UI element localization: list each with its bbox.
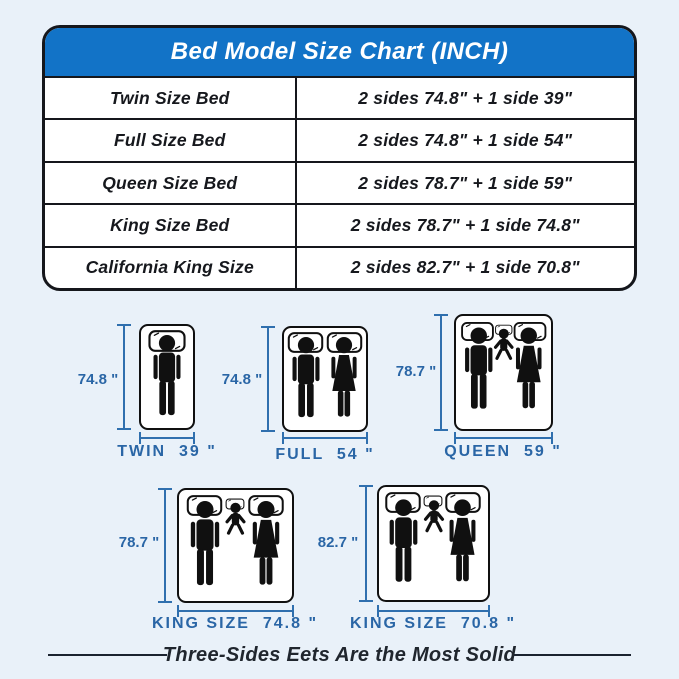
queen-width-dimension-line xyxy=(454,432,553,444)
full-width-dimension-line xyxy=(282,432,368,444)
twin-height-label: 74.8 " xyxy=(77,371,119,388)
queen-height-label: 78.7 " xyxy=(395,363,437,380)
king-width-label: KING SIZE 74.8 " xyxy=(151,615,319,632)
bed-diagram-full xyxy=(282,326,368,432)
footer-slogan: Three-Sides Eets Are the Most Solid xyxy=(162,644,517,666)
california-king-width-label: KING SIZE 70.8 " xyxy=(349,615,517,632)
footer-divider-right xyxy=(514,654,631,656)
queen-width-label: QUEEN 59 " xyxy=(444,443,562,460)
bed-diagram-king xyxy=(177,488,294,603)
spec-cell: 2 sides 78.7" + 1 side 59" xyxy=(358,172,573,193)
california-king-height-dimension-line xyxy=(359,485,373,602)
king-width-dimension-line xyxy=(177,605,294,617)
table-row-king: King Size Bed 2 sides 78.7" + 1 side 74.… xyxy=(45,203,634,246)
spec-cell: 2 sides 74.8" + 1 side 39" xyxy=(358,87,573,108)
size-chart-table: Bed Model Size Chart (INCH) Twin Size Be… xyxy=(42,25,637,291)
table-row-queen: Queen Size Bed 2 sides 78.7" + 1 side 59… xyxy=(45,160,634,204)
footer-divider-left xyxy=(48,654,167,656)
table-row-twin: Twin Size Bed 2 sides 74.8" + 1 side 39" xyxy=(45,78,634,119)
twin-width-dimension-line xyxy=(139,432,195,444)
king-height-label: 78.7 " xyxy=(118,534,160,551)
table-row-full: Full Size Bed 2 sides 74.8" + 1 side 54" xyxy=(45,118,634,161)
spec-cell: 2 sides 82.7" + 1 side 70.8" xyxy=(350,257,580,278)
bed-diagram-california-king xyxy=(377,485,490,602)
full-height-dimension-line xyxy=(261,326,275,432)
full-height-label: 74.8 " xyxy=(221,371,263,388)
california-king-height-label: 82.7 " xyxy=(317,534,359,551)
spec-cell: 2 sides 74.8" + 1 side 54" xyxy=(358,130,573,151)
queen-height-dimension-line xyxy=(434,314,448,431)
california-king-width-dimension-line xyxy=(377,605,490,617)
table-title: Bed Model Size Chart (INCH) xyxy=(45,28,634,78)
twin-height-dimension-line xyxy=(117,324,131,430)
model-cell: California King Size xyxy=(45,247,297,288)
king-height-dimension-line xyxy=(158,488,172,603)
full-width-label: FULL 54 " xyxy=(275,446,375,463)
model-cell: Queen Size Bed xyxy=(45,162,297,204)
model-cell: Twin Size Bed xyxy=(45,78,297,119)
model-cell: King Size Bed xyxy=(45,205,297,246)
table-row-california-king: California King Size 2 sides 82.7" + 1 s… xyxy=(45,245,634,288)
spec-cell: 2 sides 78.7" + 1 side 74.8" xyxy=(350,214,580,235)
bed-diagram-twin xyxy=(139,324,195,430)
bed-diagram-queen xyxy=(454,314,553,431)
twin-width-label: TWIN 39 " xyxy=(117,443,217,460)
model-cell: Full Size Bed xyxy=(45,120,297,161)
